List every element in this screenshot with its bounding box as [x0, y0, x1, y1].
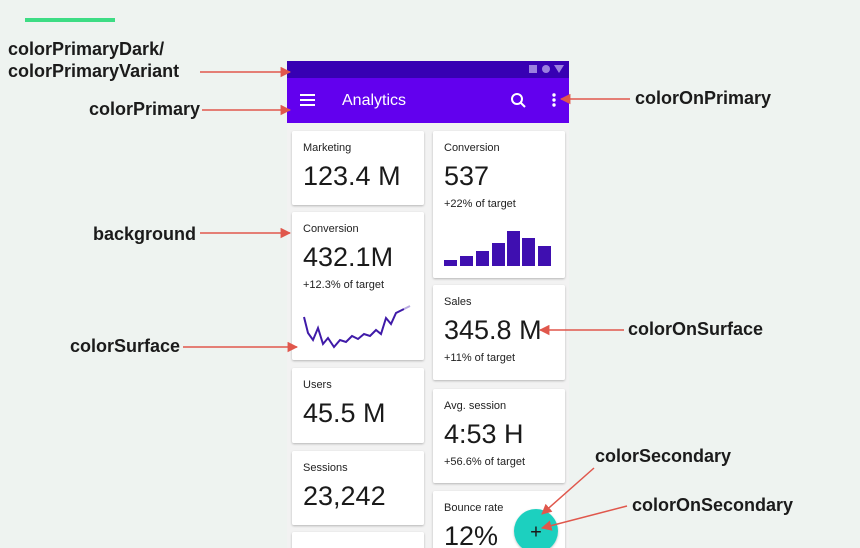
card-note: +56.6% of target	[444, 456, 525, 468]
card-label: Sessions	[303, 462, 348, 474]
fab[interactable]	[514, 509, 558, 548]
app-bar	[287, 78, 569, 123]
card-value: 45.5 M	[303, 398, 386, 428]
card-label: Avg. session	[444, 400, 506, 412]
card-value: 123.4 M	[303, 161, 401, 191]
card-label: Sales	[444, 296, 472, 308]
card-label: Marketing	[303, 142, 351, 154]
card-label: Bounce rate	[444, 502, 503, 514]
card	[292, 131, 424, 205]
annotation: background	[93, 224, 196, 244]
annotation: colorOnSecondary	[632, 495, 793, 515]
sparkline-tail	[403, 305, 411, 310]
annotation: colorSecondary	[595, 446, 731, 466]
arrow	[540, 505, 628, 531]
app-title: Analytics	[342, 92, 406, 109]
card	[433, 389, 565, 483]
card	[292, 532, 424, 548]
status-icons	[529, 65, 564, 73]
card-label: Conversion	[444, 142, 500, 154]
annotation: colorPrimaryVariant	[8, 61, 179, 81]
card-value: 537	[444, 161, 489, 191]
card	[433, 285, 565, 380]
card-value: 432.1M	[303, 242, 393, 272]
card	[292, 368, 424, 443]
card-value: 4:53 H	[444, 419, 524, 449]
annotation: colorPrimaryDark/	[8, 39, 164, 59]
card	[292, 451, 424, 525]
annotation: colorOnPrimary	[635, 88, 771, 108]
mini-bar-chart	[444, 231, 551, 266]
card-note: +12.3% of target	[303, 279, 384, 291]
annotation: colorPrimary	[89, 99, 200, 119]
card-note: +11% of target	[444, 352, 515, 364]
card-value: 345.8 M	[444, 315, 542, 345]
card-label: Users	[303, 379, 332, 391]
card-value: 12%	[444, 521, 498, 548]
menu-icon[interactable]	[300, 94, 315, 106]
card-value: 23,242	[303, 481, 386, 511]
overflow-icon[interactable]	[552, 93, 556, 107]
search-icon[interactable]	[511, 93, 526, 108]
fab-icon: +	[530, 521, 542, 543]
status-bar	[287, 61, 569, 78]
sparkline	[303, 308, 405, 349]
annotation: colorSurface	[70, 336, 180, 356]
annotation: colorOnSurface	[628, 319, 763, 339]
card-note: +22% of target	[444, 198, 516, 210]
arrow	[541, 467, 595, 515]
card-label: Conversion	[303, 223, 359, 235]
